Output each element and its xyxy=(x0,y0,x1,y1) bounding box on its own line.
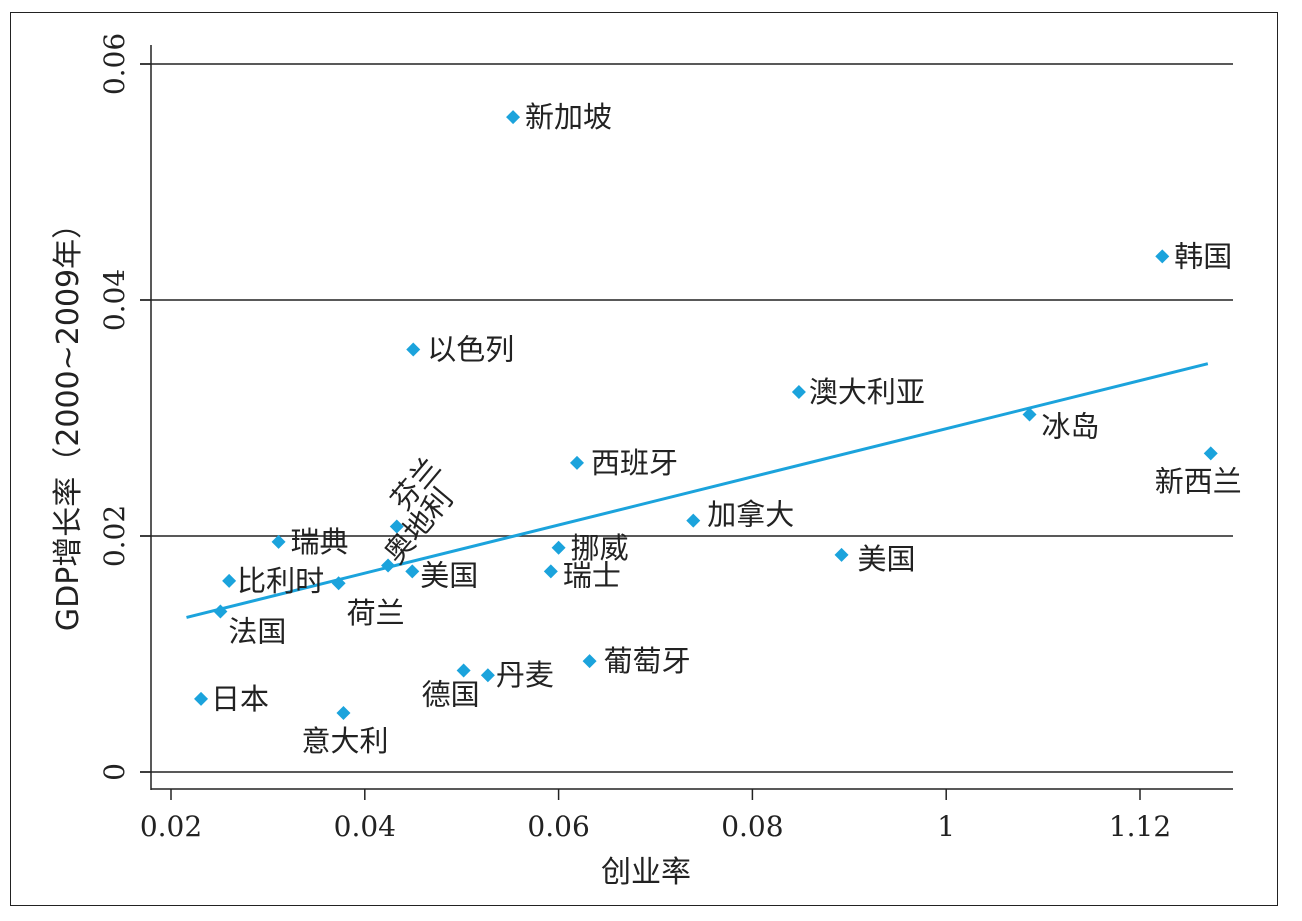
axes xyxy=(150,45,1233,790)
point-label: 韩国 xyxy=(1174,239,1232,273)
point-label: 加拿大 xyxy=(707,498,794,532)
point-label: 美国 xyxy=(858,542,916,576)
data-point-marker xyxy=(456,663,471,678)
point-label: 法国 xyxy=(228,615,286,649)
data-point-marker xyxy=(834,547,849,562)
point-label: 以色列 xyxy=(427,333,514,367)
data-points xyxy=(194,110,1218,720)
data-point-marker xyxy=(389,519,404,534)
data-point-marker xyxy=(1155,249,1170,264)
x-ticks: 0.02 0.04 0.06 0.08 1 1.12 xyxy=(140,789,1171,843)
chart-frame xyxy=(10,12,1278,906)
x-tick-label: 0.04 xyxy=(334,810,396,843)
point-label: 澳大利亚 xyxy=(809,375,925,409)
data-point-marker xyxy=(406,342,421,357)
data-point-marker xyxy=(582,654,597,669)
data-point-marker xyxy=(1022,407,1037,422)
data-point-marker xyxy=(686,513,701,528)
point-label: 丹麦 xyxy=(496,658,554,692)
data-point-marker xyxy=(194,691,209,706)
y-axis-title: GDP增长率（2000~2009年） xyxy=(51,209,86,631)
data-point-marker xyxy=(222,573,237,588)
point-label: 德国 xyxy=(422,678,480,712)
point-label: 日本 xyxy=(211,682,269,716)
data-point-marker xyxy=(1203,446,1218,461)
point-label: 美国 xyxy=(420,558,478,592)
point-label: 荷兰 xyxy=(347,596,405,630)
data-point-marker xyxy=(506,110,521,125)
data-point-marker xyxy=(213,604,228,619)
point-label: 瑞士 xyxy=(563,558,621,592)
point-label: 挪威 xyxy=(571,531,629,565)
y-tick-label: 0.06 xyxy=(98,33,131,95)
data-point-marker xyxy=(791,385,806,400)
x-tick-label: 0.06 xyxy=(527,810,589,843)
point-label: 冰岛 xyxy=(1042,409,1100,443)
data-point-marker xyxy=(405,564,420,579)
point-label: 西班牙 xyxy=(591,446,678,480)
x-tick-label: 0.08 xyxy=(721,810,783,843)
data-point-marker xyxy=(543,564,558,579)
y-tick-label: 0.04 xyxy=(98,269,131,331)
point-label: 新加坡 xyxy=(525,100,612,134)
point-label: 瑞典 xyxy=(291,525,349,559)
data-point-marker xyxy=(480,668,495,683)
data-point-marker xyxy=(331,576,346,591)
point-label: 新西兰 xyxy=(1155,464,1242,498)
data-point-marker xyxy=(336,706,351,720)
x-tick-label: 1.12 xyxy=(1109,810,1171,843)
trend-line xyxy=(186,362,1209,619)
point-label: 葡萄牙 xyxy=(604,644,691,678)
x-tick-label: 1 xyxy=(937,810,955,843)
x-tick-label: 0.02 xyxy=(140,810,202,843)
y-tick-label: 0.02 xyxy=(98,505,131,567)
grid-lines xyxy=(140,63,1233,773)
y-ticks: 0 0.02 0.04 0.06 xyxy=(98,33,151,781)
point-label: 比利时 xyxy=(237,564,324,598)
x-axis-title: 创业率 xyxy=(601,855,691,890)
data-point-marker xyxy=(570,455,585,470)
y-tick-label: 0 xyxy=(98,763,131,781)
data-point-marker xyxy=(381,558,396,573)
data-point-marker xyxy=(271,534,286,549)
point-label: 意大利 xyxy=(301,724,388,758)
data-point-marker xyxy=(551,540,566,555)
